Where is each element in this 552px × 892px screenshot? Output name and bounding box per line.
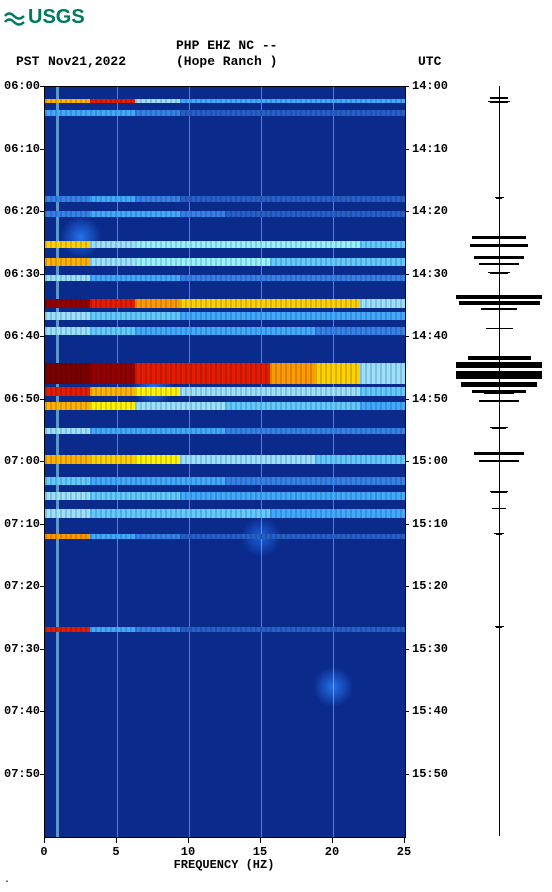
y-right-tick-mark: [405, 211, 409, 212]
y-left-tick-mark: [40, 461, 44, 462]
y-right-tick-label: 15:50: [412, 767, 448, 781]
x-tick-mark: [332, 838, 333, 843]
x-tick-mark: [116, 838, 117, 843]
y-left-tick-mark: [40, 711, 44, 712]
x-tick-label: 15: [253, 845, 267, 859]
y-right-tick-mark: [405, 399, 409, 400]
y-left-tick-label: 06:00: [4, 79, 40, 93]
y-right-tick-mark: [405, 274, 409, 275]
y-right-tick-label: 15:30: [412, 642, 448, 656]
y-right-tick-label: 15:40: [412, 704, 448, 718]
x-tick-mark: [188, 838, 189, 843]
y-left-tick-mark: [40, 274, 44, 275]
y-right-tick-label: 14:10: [412, 142, 448, 156]
y-right-tick-mark: [405, 774, 409, 775]
x-tick-label: 25: [397, 845, 411, 859]
date-label: Nov21,2022: [48, 54, 126, 69]
y-left-tick-label: 06:30: [4, 267, 40, 281]
y-left-tick-label: 07:20: [4, 579, 40, 593]
y-left-tick-label: 07:30: [4, 642, 40, 656]
station-name: (Hope Ranch ): [176, 54, 277, 69]
y-left-tick-mark: [40, 774, 44, 775]
y-right-tick-label: 14:20: [412, 204, 448, 218]
footer-mark: ·: [4, 877, 10, 888]
y-left-tick-mark: [40, 399, 44, 400]
y-left-tick-mark: [40, 149, 44, 150]
y-left-tick-mark: [40, 211, 44, 212]
y-left-tick-label: 07:00: [4, 454, 40, 468]
x-axis-title: FREQUENCY (HZ): [174, 858, 275, 872]
station-code: PHP EHZ NC --: [176, 38, 277, 53]
y-right-tick-label: 14:00: [412, 79, 448, 93]
y-left-tick-mark: [40, 336, 44, 337]
usgs-logo: USGS: [4, 6, 85, 29]
y-left-tick-mark: [40, 86, 44, 87]
x-tick-mark: [44, 838, 45, 843]
y-left-tick-mark: [40, 524, 44, 525]
y-left-tick-label: 06:40: [4, 329, 40, 343]
y-left-tick-mark: [40, 586, 44, 587]
wave-icon: [4, 7, 26, 29]
y-right-tick-mark: [405, 461, 409, 462]
usgs-text: USGS: [28, 6, 85, 29]
trace-event: [456, 371, 542, 379]
trace-plot: [454, 86, 544, 836]
y-right-tick-label: 14:30: [412, 267, 448, 281]
y-left-tick-label: 06:50: [4, 392, 40, 406]
x-tick-mark: [404, 838, 405, 843]
spectrogram-plot: [44, 86, 406, 838]
y-right-tick-mark: [405, 336, 409, 337]
y-right-tick-mark: [405, 149, 409, 150]
y-left-tick-label: 07:50: [4, 767, 40, 781]
y-right-tick-label: 14:50: [412, 392, 448, 406]
right-tz-label: UTC: [418, 54, 441, 69]
x-tick-label: 5: [112, 845, 119, 859]
x-tick-mark: [260, 838, 261, 843]
y-right-tick-label: 14:40: [412, 329, 448, 343]
x-tick-label: 10: [181, 845, 195, 859]
y-right-tick-mark: [405, 649, 409, 650]
y-right-tick-label: 15:10: [412, 517, 448, 531]
y-left-tick-label: 07:40: [4, 704, 40, 718]
x-tick-label: 20: [325, 845, 339, 859]
x-tick-label: 0: [40, 845, 47, 859]
y-right-tick-mark: [405, 586, 409, 587]
left-tz-label: PST: [16, 54, 39, 69]
y-right-tick-mark: [405, 711, 409, 712]
y-left-tick-label: 07:10: [4, 517, 40, 531]
y-left-tick-label: 06:20: [4, 204, 40, 218]
y-right-tick-mark: [405, 86, 409, 87]
y-left-tick-label: 06:10: [4, 142, 40, 156]
y-left-tick-mark: [40, 649, 44, 650]
y-right-tick-mark: [405, 524, 409, 525]
y-right-tick-label: 15:00: [412, 454, 448, 468]
y-right-tick-label: 15:20: [412, 579, 448, 593]
